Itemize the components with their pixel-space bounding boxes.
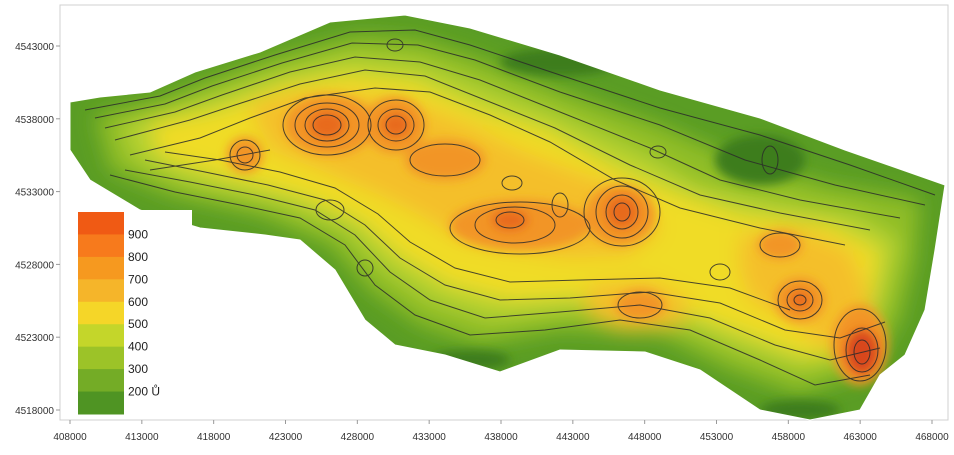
- x-tick-label: 423000: [269, 432, 303, 443]
- peak-zone-5: [492, 210, 528, 230]
- legend-label: 500: [128, 317, 148, 331]
- legend-label: 900: [128, 227, 148, 241]
- y-tick-label: 4528000: [15, 260, 54, 271]
- y-tick-label: 4538000: [15, 115, 54, 126]
- y-tick-label: 4518000: [15, 406, 54, 417]
- y-axis-ticks: 4543000 4538000 4533000 4528000 4523000 45180…: [15, 42, 60, 417]
- legend-swatch: [78, 391, 124, 415]
- y-tick-label: 4523000: [15, 333, 54, 344]
- peak-zone-2: [606, 196, 638, 228]
- legend-label: 300: [128, 362, 148, 376]
- x-tick-label: 468000: [915, 432, 949, 443]
- peak-zone-1: [309, 111, 345, 139]
- x-axis-ticks: 408000 413000 418000 423000 428000 433000 4380…: [53, 420, 949, 443]
- legend-swatch: [78, 234, 124, 258]
- legend-label: 700: [128, 272, 148, 286]
- legend-swatch: [78, 324, 124, 348]
- legend-label: 200 Ů: [128, 384, 160, 399]
- legend-label: 800: [128, 250, 148, 264]
- legend-swatch: [78, 301, 124, 325]
- x-tick-label: 458000: [772, 432, 806, 443]
- legend-swatch: [78, 369, 124, 393]
- x-tick-label: 413000: [125, 432, 159, 443]
- legend-swatch: [78, 279, 124, 303]
- legend-swatch: [78, 212, 124, 235]
- contour-lines: [84, 29, 936, 386]
- legend-swatch: [78, 346, 124, 370]
- orange-zone-8: [758, 231, 802, 259]
- x-tick-label: 433000: [412, 432, 446, 443]
- y-tick-label: 4533000: [15, 188, 54, 199]
- x-tick-label: 463000: [843, 432, 877, 443]
- x-tick-label: 443000: [556, 432, 590, 443]
- orange-zone-3: [405, 140, 485, 180]
- dark-green-zone-2: [715, 135, 805, 185]
- legend: 900 800 700 600 500 400 300 200 Ů: [76, 210, 192, 416]
- x-tick-label: 418000: [197, 432, 231, 443]
- y-tick-label: 4543000: [15, 42, 54, 53]
- x-tick-label: 438000: [484, 432, 518, 443]
- x-tick-label: 408000: [53, 432, 87, 443]
- x-tick-label: 448000: [628, 432, 662, 443]
- legend-label: 600: [128, 295, 148, 309]
- peak-zone-6: [790, 291, 810, 309]
- x-tick-label: 428000: [341, 432, 375, 443]
- legend-swatch: [78, 256, 124, 280]
- legend-label: 400: [128, 340, 148, 354]
- x-tick-label: 453000: [700, 432, 734, 443]
